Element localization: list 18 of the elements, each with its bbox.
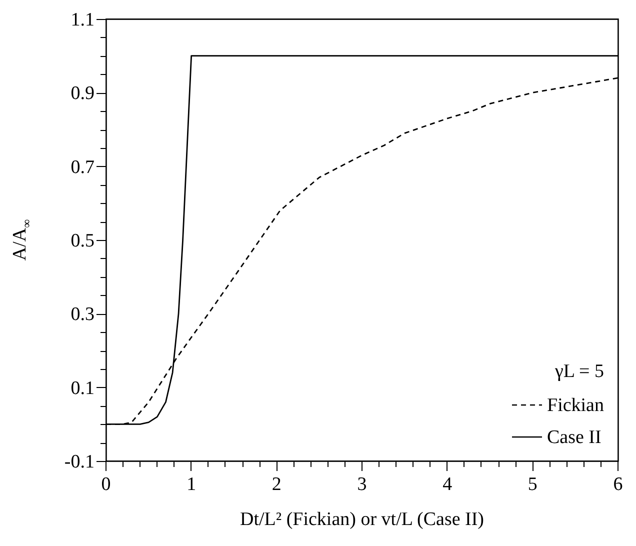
y-tick-label: -0.1 [64, 452, 94, 472]
y-tick-label: 0.5 [70, 230, 94, 252]
x-tick-label: 3 [357, 474, 367, 495]
y-tick-label: 0.1 [70, 378, 94, 399]
y-tick-label: 0.3 [70, 304, 94, 326]
x-tick-label: 5 [528, 474, 538, 495]
y-tick-label: 0.9 [70, 83, 94, 104]
y-tick-label: 1.1 [70, 10, 94, 30]
x-tick-label: 1 [186, 474, 196, 495]
x-tick-label: 2 [272, 474, 282, 495]
legend-label: Case II [547, 427, 602, 448]
y-tick-label: 0.7 [70, 156, 94, 178]
x-axis-title: Dt/L² (Fickian) or vt/L (Case II) [240, 509, 484, 530]
legend-title: γL = 5 [554, 361, 604, 382]
x-tick-label: 4 [442, 474, 453, 495]
x-tick-label: 0 [101, 474, 111, 495]
legend-label: Fickian [547, 395, 604, 416]
x-tick-label: 6 [613, 474, 623, 495]
